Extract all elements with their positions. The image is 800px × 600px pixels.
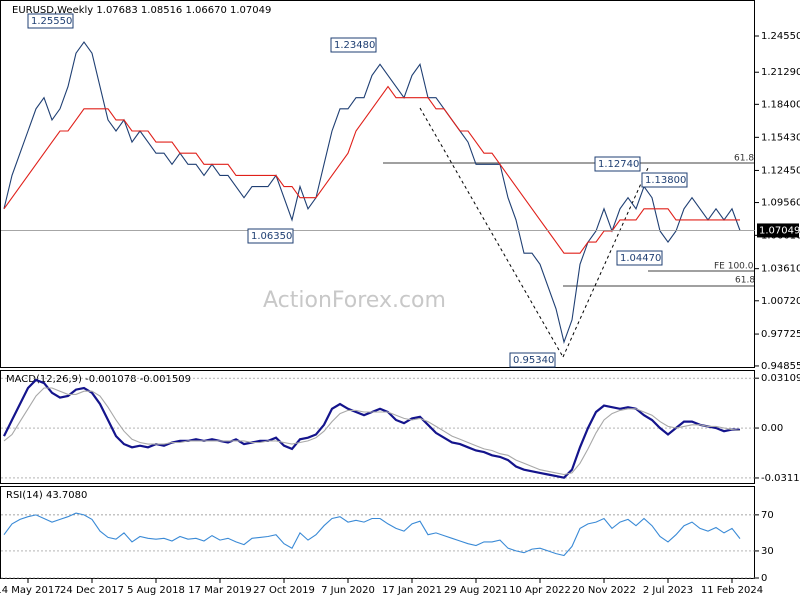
series-line	[3, 41, 741, 345]
current-price-box	[757, 223, 799, 238]
annotation-box	[27, 13, 74, 29]
annotation: 1.23480	[334, 40, 375, 51]
x-tick-label: 10 Apr 2022	[509, 585, 571, 596]
indicator-label: MACD(12,26,9) -0.001078 -0.001509	[6, 374, 191, 385]
series-line	[3, 85, 740, 254]
annotation-box	[509, 352, 556, 368]
x-tick-label: 17 Jan 2021	[382, 585, 442, 596]
x-tick-label: 20 Nov 2022	[572, 585, 636, 596]
y-tick-label: 70	[761, 510, 774, 521]
annotation: FE 100.0	[714, 262, 754, 272]
x-tick-label: 27 Oct 2019	[253, 585, 315, 596]
annotation: 61.8	[735, 276, 755, 286]
y-tick-label: 0	[761, 573, 767, 584]
y-tick-label: 1.21290	[761, 67, 800, 78]
y-tick-label: 1.12450	[761, 165, 800, 176]
current-price-label: 1.07049	[759, 225, 800, 236]
annotation-box	[594, 156, 641, 172]
watermark: ActionForex.com	[263, 288, 446, 313]
rsi-panel	[0, 486, 755, 579]
x-tick-label: 11 Feb 2024	[701, 585, 763, 596]
y-tick-label: 0.031092	[761, 373, 800, 384]
y-tick-label: 1.15430	[761, 132, 800, 143]
y-tick-label: 1.03610	[761, 264, 800, 275]
annotation: 1.25550	[31, 16, 72, 27]
y-tick-label: 0.00	[761, 423, 783, 434]
x-tick-label: 14 May 2017	[0, 585, 61, 596]
annotation: 1.06350	[251, 231, 292, 242]
trend-line	[562, 167, 649, 358]
x-tick-label: 24 Dec 2017	[60, 585, 124, 596]
annotation-box	[641, 172, 688, 188]
x-tick-label: 2 Jul 2023	[643, 585, 693, 596]
y-tick-label: 1.00720	[761, 296, 800, 307]
annotation-box	[616, 250, 663, 266]
chart-header: EURUSD,Weekly 1.07683 1.08516 1.06670 1.…	[12, 5, 271, 16]
series-line	[3, 512, 741, 557]
y-tick-label: 1.24550	[761, 31, 800, 42]
annotation-box	[330, 37, 377, 53]
annotation: 1.12740	[598, 159, 639, 170]
y-tick-label: -0.031134	[761, 473, 800, 484]
x-tick-label: 7 Jun 2020	[321, 585, 375, 596]
annotation: 1.13800	[645, 175, 686, 186]
indicator-label: RSI(14) 43.7080	[6, 490, 87, 501]
price-panel	[0, 0, 755, 368]
macd-panel	[0, 370, 755, 484]
annotation: 0.95340	[513, 355, 554, 366]
y-tick-label: 30	[761, 546, 774, 557]
x-tick-label: 17 Mar 2019	[188, 585, 251, 596]
y-tick-label: 0.94855	[761, 361, 800, 372]
y-tick-label: 1.18400	[761, 99, 800, 110]
x-tick-label: 29 Aug 2021	[444, 585, 508, 596]
annotation: 1.04470	[620, 253, 661, 264]
y-tick-label: 0.97725	[761, 329, 800, 340]
y-tick-label: 1.09560	[761, 198, 800, 209]
series-line	[3, 387, 741, 476]
annotation-box	[247, 228, 294, 244]
annotation: 61.8	[734, 154, 754, 164]
x-tick-label: 5 Aug 2018	[127, 585, 185, 596]
